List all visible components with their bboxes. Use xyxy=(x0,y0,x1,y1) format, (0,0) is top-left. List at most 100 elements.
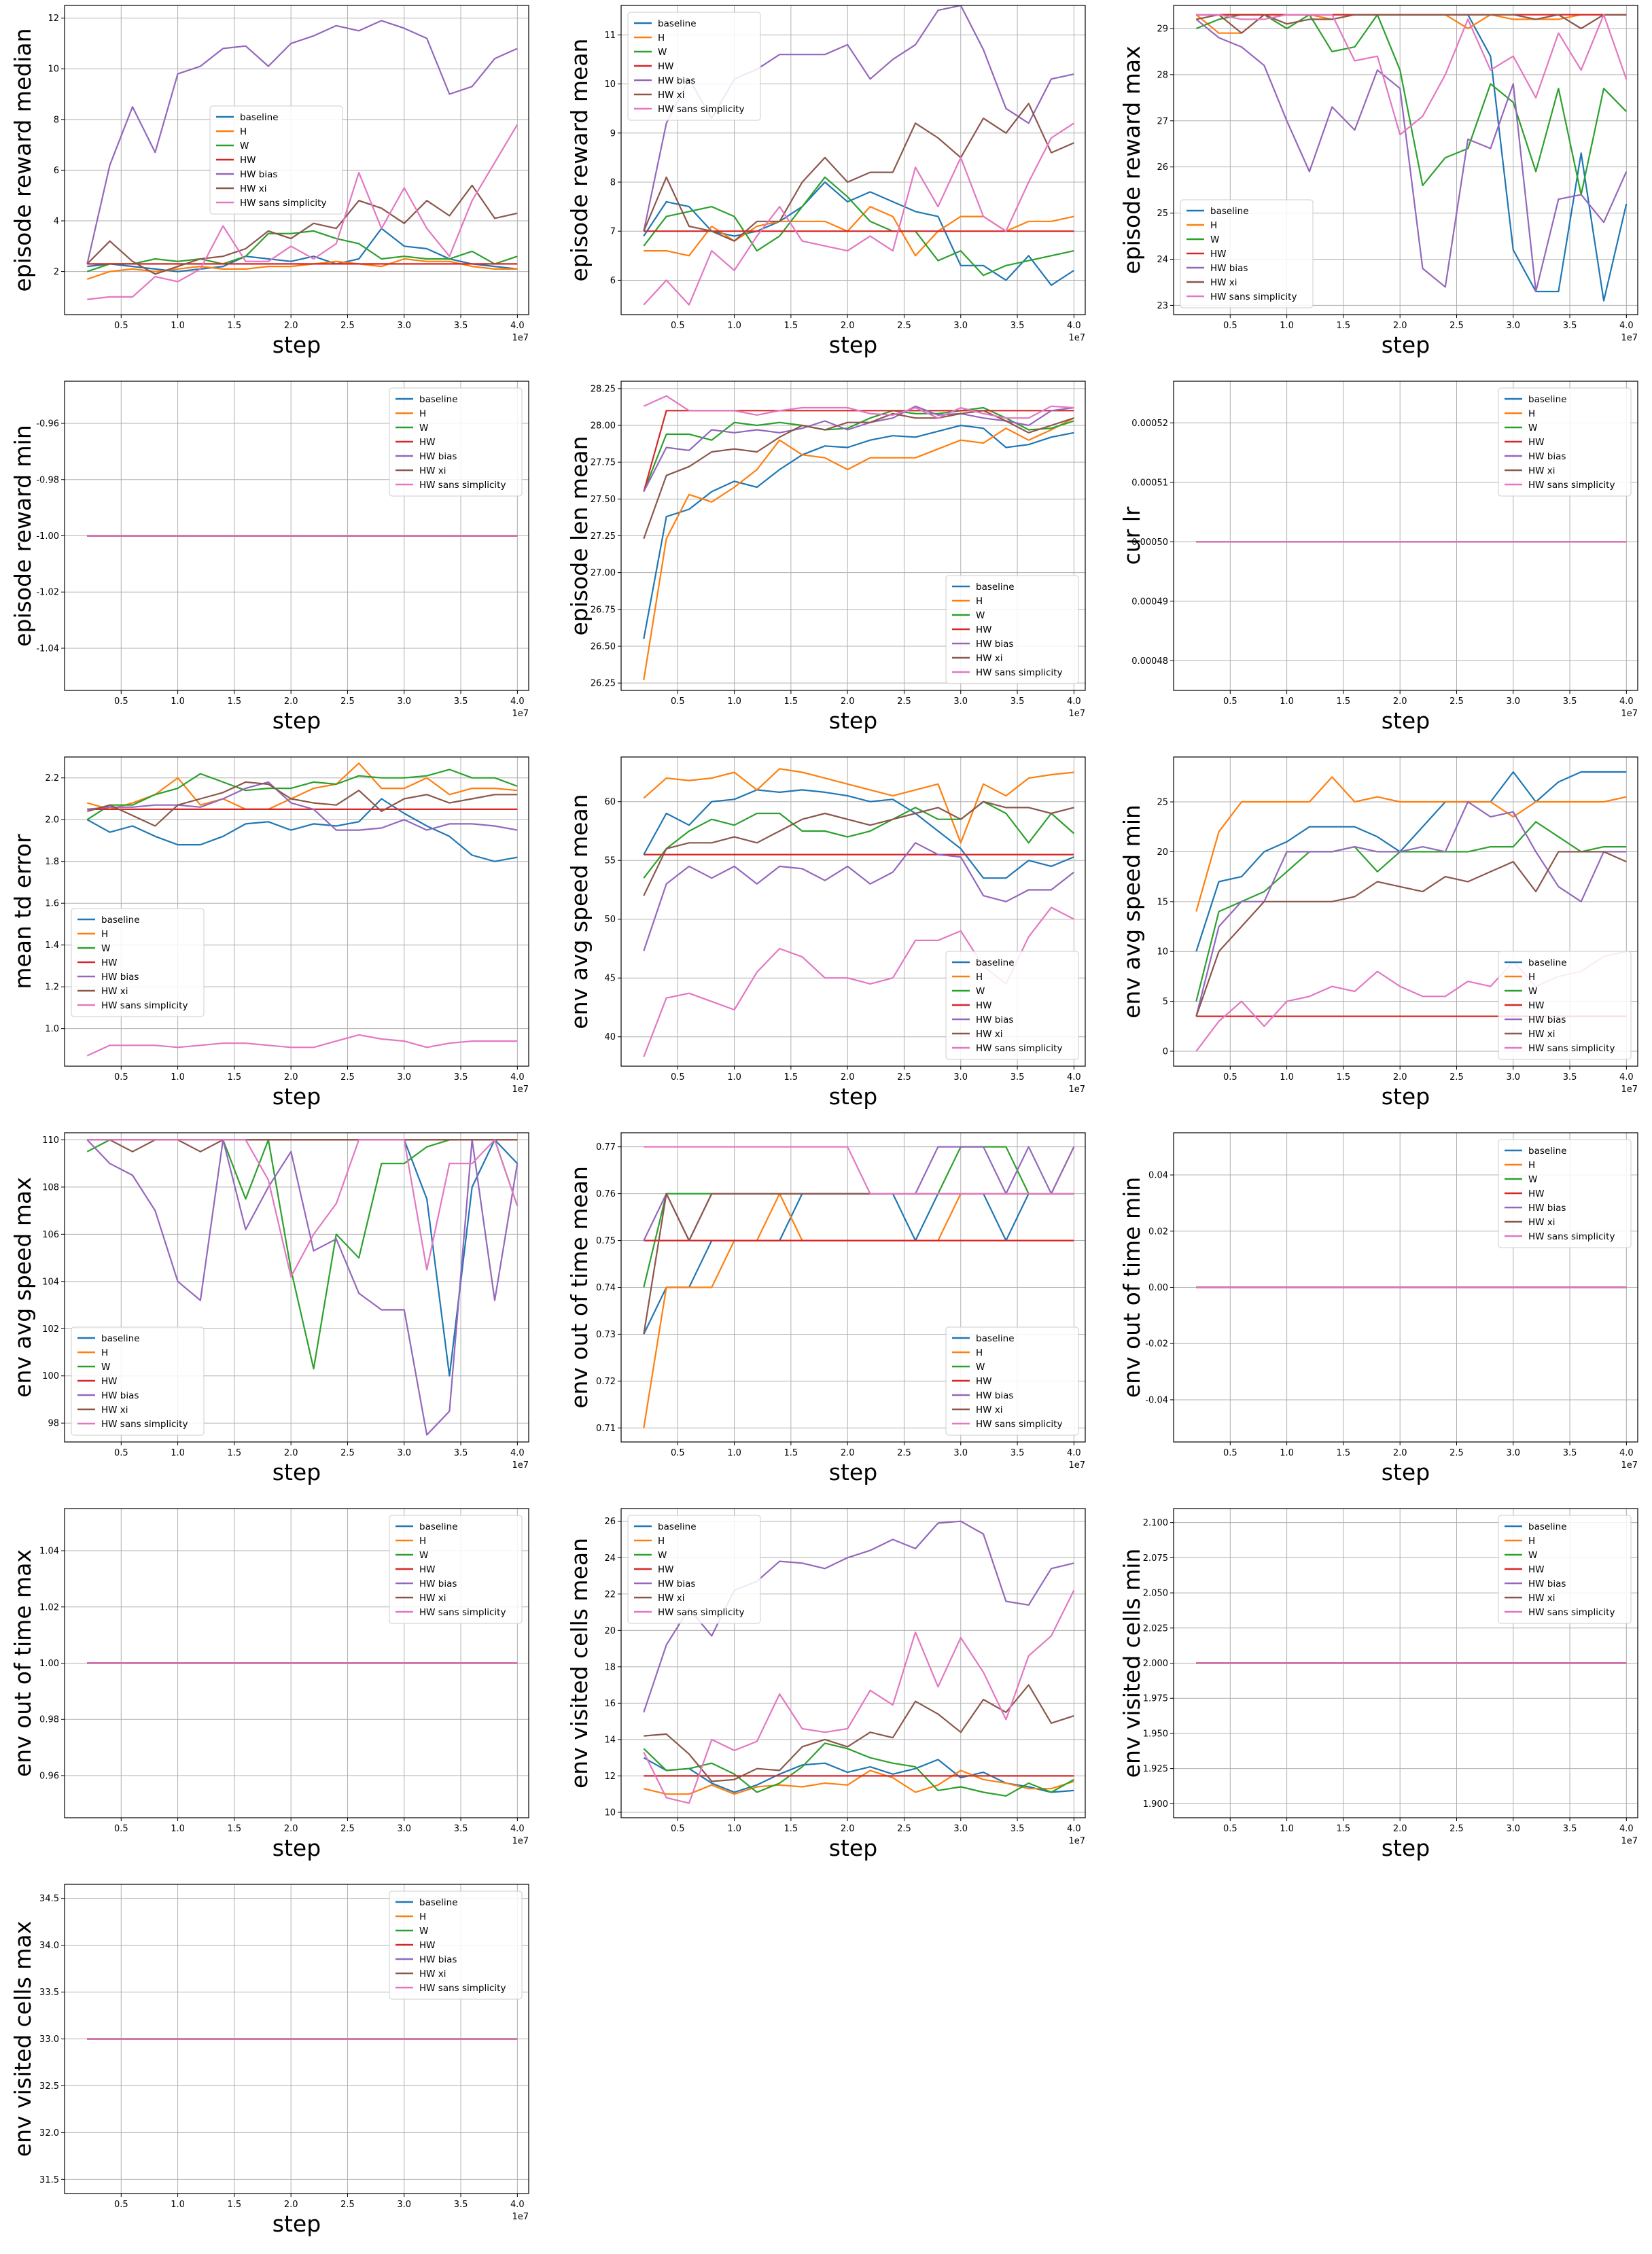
y-tick-label: 2.2 xyxy=(45,773,59,783)
legend: baseline HW HW HW bias HW xi HW sans simplici… xyxy=(389,1890,523,2000)
x-offset-label: 1e7 xyxy=(1621,709,1638,719)
legend-label: HW xi xyxy=(1528,1217,1556,1228)
y-tick-label: -0.96 xyxy=(36,419,59,429)
legend-label: HW xyxy=(101,957,118,968)
y-tick-label: 23 xyxy=(1157,301,1168,311)
legend-label: W xyxy=(1528,1174,1537,1185)
y-tick-label: 24 xyxy=(604,1553,616,1564)
x-tick-label: 2.5 xyxy=(897,1824,911,1834)
legend: baseline HW HW HW bias HW xi HW sans simplici… xyxy=(945,575,1079,684)
x-axis-label: step xyxy=(1382,1459,1430,1485)
chart-svg: 0.5 1.0 1.5 2.0 2.5 3.0 3.5 4.0 2.100 2.075 2.050 2… xyxy=(1119,1508,1638,1861)
x-offset-label: 1e7 xyxy=(1621,1460,1638,1471)
y-tick-label: 22 xyxy=(604,1589,616,1600)
x-tick-label: 2.0 xyxy=(284,1824,298,1834)
x-tick-label: 1.0 xyxy=(727,697,741,707)
y-axis-label: env avg speed mean xyxy=(566,794,593,1029)
x-tick-label: 4.0 xyxy=(1619,321,1634,331)
legend-label: W xyxy=(976,1362,985,1373)
legend-label: HW bias xyxy=(419,1954,457,1965)
y-tick-label: 0.00049 xyxy=(1131,597,1168,607)
x-tick-label: 4.0 xyxy=(1619,1824,1634,1834)
legend-label: HW sans simplicity xyxy=(1528,1607,1615,1618)
legend-label: HW xyxy=(1210,249,1227,260)
y-axis-label: episode len mean xyxy=(566,436,593,635)
chart-panel: 0.5 1.0 1.5 2.0 2.5 3.0 3.5 4.0 0.71 0.72 0.73 0.74… xyxy=(557,1127,1107,1502)
x-tick-label: 2.5 xyxy=(897,1072,911,1082)
x-tick-label: 3.0 xyxy=(953,697,968,707)
x-tick-label: 4.0 xyxy=(1619,697,1634,707)
y-tick-label: 60 xyxy=(604,797,616,807)
legend-label: HW xyxy=(419,1940,436,1951)
chart-svg: 0.5 1.0 1.5 2.0 2.5 3.0 3.5 4.0 6 7 8 9 10 11 step epis… xyxy=(566,5,1086,358)
plot-frame xyxy=(620,5,1086,315)
x-axis-label: step xyxy=(829,1459,877,1485)
y-tick-label: 24 xyxy=(1157,255,1168,265)
legend: baseline HW HW HW bias HW xi HW sans simplici… xyxy=(945,1326,1079,1436)
y-axis-label: cur lr xyxy=(1119,506,1145,565)
legend-label: HW xyxy=(101,1376,118,1387)
y-tick-label: -0.02 xyxy=(1145,1339,1168,1350)
x-tick-label: 3.0 xyxy=(397,1448,411,1458)
series-line xyxy=(643,789,1074,879)
x-tick-label: 3.0 xyxy=(953,321,968,331)
y-tick-label: 12 xyxy=(48,14,59,24)
chart-svg: 0.5 1.0 1.5 2.0 2.5 3.0 3.5 4.0 26.25 26.50 26.75 2… xyxy=(566,381,1086,734)
legend-label: W xyxy=(1528,423,1537,434)
legend-label: HW xyxy=(1528,1564,1545,1575)
legend-label: W xyxy=(101,943,110,954)
legend-label: W xyxy=(1528,1550,1537,1561)
series-line xyxy=(1195,771,1627,952)
x-tick-label: 3.0 xyxy=(1506,1448,1520,1458)
legend-label: HW sans simplicity xyxy=(419,480,506,491)
legend-box xyxy=(209,105,343,215)
legend-box xyxy=(389,387,523,497)
series-line xyxy=(643,1193,1074,1335)
legend: baseline HW HW HW bias HW xi HW sans simplici… xyxy=(1498,387,1632,497)
series-line xyxy=(643,424,1074,639)
x-tick-label: 2.5 xyxy=(1449,697,1464,707)
y-tick-label: 27 xyxy=(1157,116,1168,126)
y-axis-label: env visited cells min xyxy=(1119,1549,1145,1778)
series-line xyxy=(643,406,1074,492)
legend-label: H xyxy=(101,1348,108,1358)
legend-label: HW bias xyxy=(101,972,139,983)
x-tick-label: 4.0 xyxy=(1067,1824,1081,1834)
y-tick-label: 34.0 xyxy=(39,1941,59,1951)
legend-label: baseline xyxy=(419,1521,458,1532)
y-tick-label: 33.0 xyxy=(39,2035,59,2045)
y-tick-label: 4 xyxy=(54,217,59,227)
legend-label: HW bias xyxy=(1528,1579,1566,1589)
x-axis-label: step xyxy=(273,1835,321,1861)
legend-label: H xyxy=(1528,1536,1535,1547)
legend-label: HW sans simplicity xyxy=(419,1607,506,1618)
chart-panel: 0.5 1.0 1.5 2.0 2.5 3.0 3.5 4.0 34.5 34.0 33.5 33.0… xyxy=(0,1879,550,2254)
x-tick-label: 1.0 xyxy=(171,1824,185,1834)
x-tick-label: 0.5 xyxy=(1223,1072,1237,1082)
x-tick-label: 3.5 xyxy=(1563,1448,1577,1458)
chart-svg: 0.5 1.0 1.5 2.0 2.5 3.0 3.5 4.0 40 45 50 55 60 step en… xyxy=(566,756,1086,1110)
y-axis-label: env out of time mean xyxy=(566,1166,593,1409)
legend-box xyxy=(71,908,205,1017)
legend-box xyxy=(627,1515,761,1624)
series-line xyxy=(644,1769,1074,1795)
x-tick-label: 2.0 xyxy=(284,2200,298,2210)
chart-panel: 0.5 1.0 1.5 2.0 2.5 3.0 3.5 4.0 0 5 10 15 20 25 step en… xyxy=(1109,752,1652,1127)
x-tick-label: 1.0 xyxy=(1280,697,1294,707)
x-tick-label: 2.0 xyxy=(1393,1824,1407,1834)
legend: baseline HW HW HW bias HW xi HW sans simplici… xyxy=(209,105,343,215)
plot-frame xyxy=(64,381,529,691)
x-tick-label: 3.0 xyxy=(397,1824,411,1834)
y-tick-label: 1.4 xyxy=(45,940,59,951)
legend-label: H xyxy=(976,596,983,607)
legend-label: HW sans simplicity xyxy=(1528,1043,1615,1054)
y-tick-label: 27.00 xyxy=(591,568,616,578)
legend-label: HW sans simplicity xyxy=(101,1419,188,1430)
series-line xyxy=(643,181,1074,286)
legend-label: HW xi xyxy=(1528,1593,1556,1604)
legend-label: H xyxy=(419,1912,426,1922)
series-line xyxy=(1196,14,1627,34)
legend-label: HW sans simplicity xyxy=(240,198,326,209)
x-tick-label: 2.5 xyxy=(340,2200,355,2210)
y-tick-label: 27.50 xyxy=(591,495,616,505)
